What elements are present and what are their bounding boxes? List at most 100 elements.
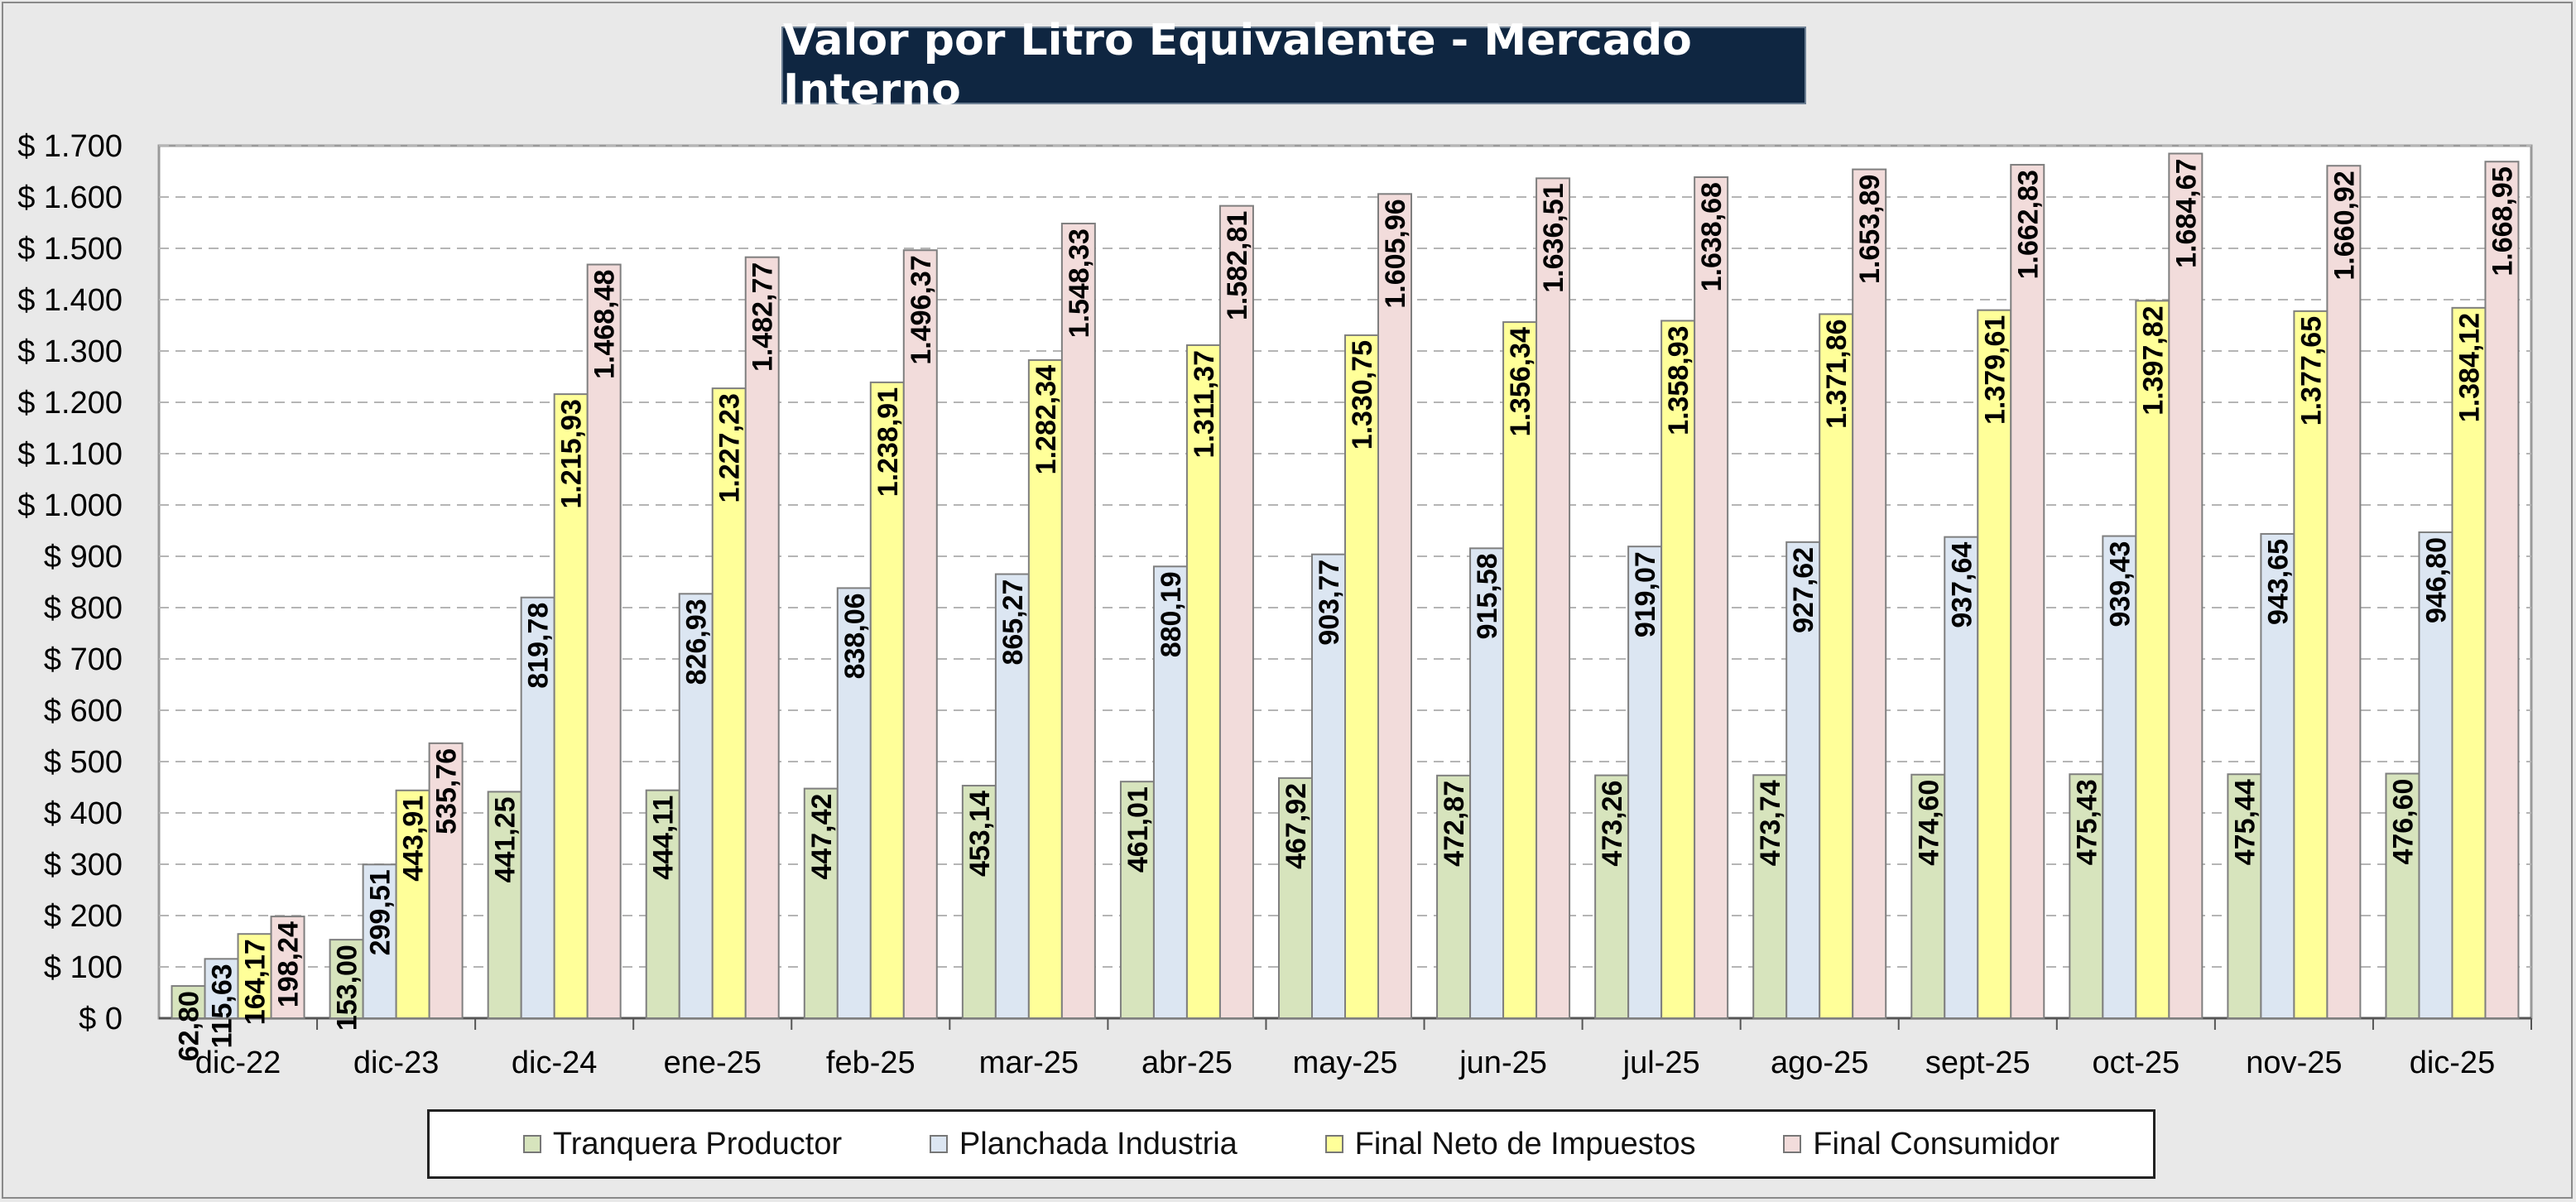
- y-tick-label: $ 700: [44, 642, 123, 677]
- y-tick-label: $ 1.200: [17, 386, 123, 421]
- data-label: 1.330,75: [1347, 340, 1378, 450]
- x-tick-label: jun-25: [1459, 1046, 1547, 1080]
- bar: [171, 985, 206, 1019]
- data-label: 475,43: [2071, 779, 2103, 865]
- bar: [1536, 177, 1571, 1020]
- bar: [553, 393, 589, 1019]
- bar: [2227, 773, 2262, 1019]
- legend-label: Final Neto de Impuestos: [1354, 1126, 1696, 1161]
- bar: [2010, 164, 2045, 1019]
- bar: [2069, 773, 2104, 1019]
- bar: [2451, 306, 2487, 1020]
- y-tick-label: $ 400: [44, 796, 123, 831]
- data-label: 1.311,37: [1189, 350, 1220, 458]
- bar: [1218, 204, 1254, 1020]
- legend-swatch: [929, 1135, 948, 1153]
- y-tick-label: $ 1.400: [17, 283, 123, 318]
- x-tick-label: ene-25: [664, 1046, 762, 1080]
- y-tick-label: $ 1.500: [17, 232, 123, 267]
- x-tick-label: may-25: [1293, 1046, 1398, 1080]
- bar: [1278, 776, 1313, 1019]
- data-label: 937,64: [1946, 542, 1978, 628]
- bar: [1185, 344, 1221, 1019]
- legend-label: Tranquera Productor: [552, 1126, 843, 1161]
- x-tick-label: dic-23: [353, 1046, 440, 1080]
- bar: [678, 593, 714, 1019]
- data-label: 473,74: [1755, 780, 1786, 866]
- x-tick-label: dic-22: [195, 1046, 281, 1080]
- bar: [395, 789, 430, 1020]
- data-label: 62,80: [174, 991, 205, 1061]
- bar: [2135, 300, 2170, 1019]
- data-label: 838,06: [839, 593, 871, 679]
- legend: Tranquera Productor Planchada Industria Fi…: [427, 1109, 2155, 1179]
- legend-swatch: [522, 1135, 541, 1153]
- legend-swatch: [1783, 1135, 1802, 1153]
- data-label: 476,60: [2387, 779, 2419, 865]
- bar: [2385, 772, 2420, 1019]
- data-label: 915,58: [1472, 553, 1503, 639]
- x-tick-label: dic-25: [2410, 1046, 2496, 1080]
- data-label: 1.605,96: [1380, 199, 1411, 308]
- data-label: 153,00: [332, 945, 363, 1031]
- data-label: 473,26: [1597, 781, 1628, 867]
- bar: [1152, 565, 1188, 1019]
- y-tick-label: $ 1.300: [17, 334, 123, 369]
- bar-chart: $ 0 $ 100 $ 200 $ 300 $ 400 $ 500 $ 600 $ 700 $ …: [17, 129, 2533, 1080]
- data-label: 1.358,93: [1663, 325, 1694, 435]
- bar: [1852, 168, 1887, 1019]
- y-tick-label: $ 800: [44, 591, 123, 626]
- data-label: 1.379,61: [1979, 315, 2011, 425]
- bar: [803, 787, 839, 1019]
- data-label: 1.282,34: [1031, 365, 1062, 474]
- bar: [994, 573, 1030, 1019]
- data-label: 826,93: [681, 599, 713, 685]
- data-label: 447,42: [806, 794, 838, 880]
- bar: [237, 933, 272, 1019]
- data-label: 1.371,86: [1821, 319, 1853, 428]
- bar: [1436, 774, 1472, 1020]
- y-tick-label: $ 0: [79, 1002, 123, 1036]
- x-tick-label: mar-25: [979, 1046, 1079, 1080]
- x-tick-label: oct-25: [2093, 1046, 2180, 1080]
- data-label: 946,80: [2420, 537, 2452, 623]
- x-tick-label: jul-25: [1622, 1046, 1700, 1080]
- y-tick-label: $ 200: [44, 899, 123, 934]
- data-label: 919,07: [1630, 551, 1661, 637]
- data-label: 1.668,95: [2487, 166, 2518, 276]
- data-label: 535,76: [431, 748, 463, 834]
- bar: [1752, 774, 1788, 1019]
- y-tick-label: $ 900: [44, 540, 123, 575]
- data-label: 1.662,83: [2012, 170, 2044, 279]
- x-tick-label: feb-25: [826, 1046, 916, 1080]
- data-label: 1.238,91: [872, 387, 904, 497]
- data-label: 1.660,92: [2328, 171, 2360, 280]
- bar: [2168, 152, 2204, 1019]
- x-tick-label: abr-25: [1141, 1046, 1233, 1080]
- data-label: 939,43: [2104, 541, 2136, 627]
- data-label: 299,51: [365, 869, 396, 955]
- x-tick-label: sept-25: [1925, 1046, 2031, 1080]
- bar: [428, 742, 464, 1019]
- bar: [1785, 541, 1821, 1019]
- data-label: 1.496,37: [906, 255, 937, 364]
- data-label: 1.397,82: [2137, 305, 2169, 415]
- bar: [902, 249, 938, 1019]
- data-label: 1.582,81: [1222, 211, 1253, 320]
- bar: [204, 958, 239, 1020]
- bar: [836, 587, 872, 1019]
- y-tick-label: $ 1.100: [17, 437, 123, 472]
- bar: [1311, 553, 1346, 1019]
- data-label: 1.356,34: [1505, 327, 1536, 436]
- data-label: 453,14: [964, 791, 996, 877]
- data-label: 1.468,48: [589, 270, 621, 379]
- bar: [1377, 193, 1412, 1019]
- bar: [1944, 536, 1979, 1019]
- bar: [1119, 781, 1155, 1020]
- legend-item: Tranquera Productor: [522, 1126, 843, 1162]
- data-label: 115,63: [207, 964, 238, 1048]
- bar: [1627, 546, 1663, 1019]
- bar: [520, 596, 555, 1019]
- y-tick-label: $ 1.000: [17, 488, 123, 523]
